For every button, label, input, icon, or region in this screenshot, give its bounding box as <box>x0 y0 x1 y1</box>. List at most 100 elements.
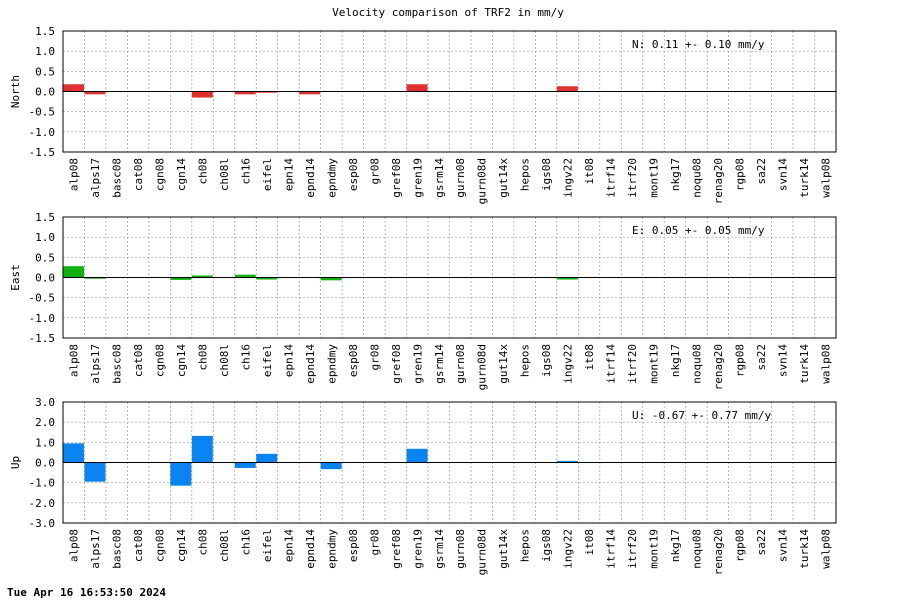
x-tick-label: eifel <box>261 529 274 562</box>
x-tick-label: itrf20 <box>626 529 639 569</box>
x-tick-label: alp08 <box>68 344 81 377</box>
y-tick-label: 1.0 <box>35 231 55 244</box>
x-tick-label: cgn08 <box>154 529 167 562</box>
bar-ch16 <box>234 462 256 468</box>
y-tick-label: 1.0 <box>35 45 55 58</box>
y-tick-label: -2.0 <box>29 497 56 510</box>
x-tick-label: noqu08 <box>690 529 703 569</box>
x-tick-label: gurn08d <box>476 344 489 390</box>
x-tick-label: gsrm14 <box>433 344 446 384</box>
x-tick-label: turk14 <box>798 529 811 569</box>
panel-up: 3.0 2.0 1.0 0.0 -1.0 -2.0 -3.0 U: -0.67 +- 0.77… <box>9 396 837 575</box>
bar-alp08 <box>63 266 84 278</box>
x-tick-label: it08 <box>583 529 596 556</box>
x-tick-label: sa22 <box>755 158 768 185</box>
x-tick-label: cat08 <box>132 344 145 377</box>
x-tick-label: alps17 <box>89 529 102 569</box>
y-tick-label: 0.0 <box>35 86 55 99</box>
x-tick-label: gut14x <box>497 344 510 384</box>
x-tick-label: ingv22 <box>562 529 575 569</box>
x-tick-label: svn14 <box>776 344 789 377</box>
x-tick-label: eifel <box>261 344 274 377</box>
bar-eifel <box>256 91 278 93</box>
bar-ingv22 <box>556 460 578 463</box>
x-tick-label: ch08l <box>218 158 231 191</box>
x-tick-label: hepos <box>519 529 532 562</box>
bar-eifel <box>256 277 278 280</box>
x-tick-label: itrf20 <box>626 344 639 384</box>
bar-cgn14 <box>170 462 192 486</box>
bar-epndmy <box>320 462 342 470</box>
x-tick-label: epnd14 <box>304 529 317 569</box>
x-tick-label: esp08 <box>347 529 360 562</box>
x-tick-label: gurn08 <box>454 158 467 198</box>
x-tick-label: igs08 <box>540 158 553 191</box>
x-tick-label: itrf20 <box>626 158 639 198</box>
x-tick-label: sa22 <box>755 529 768 556</box>
x-tick-label: gut14x <box>497 158 510 198</box>
bar-ingv22 <box>556 86 578 92</box>
x-tick-label: mont19 <box>647 344 660 384</box>
x-tick-label: ch16 <box>240 158 253 185</box>
x-tick-label: cat08 <box>132 529 145 562</box>
y-tick-label: -3.0 <box>29 517 56 530</box>
y-tick-label: -0.5 <box>29 292 56 305</box>
panels: 1.5 1.0 0.5 0.0 -0.5 -1.0 -1.5 N: 0.11 +- 0.10 … <box>9 25 837 575</box>
x-tick-label: basc08 <box>111 344 124 384</box>
bar-alps17 <box>84 277 106 279</box>
x-tick-label: ch08 <box>197 158 210 185</box>
x-tick-label: esp08 <box>347 344 360 377</box>
x-tick-label: nkg17 <box>669 158 682 191</box>
x-tick-label: ch16 <box>240 344 253 371</box>
timestamp: Tue Apr 16 16:53:50 2024 <box>7 586 166 599</box>
y-axis-label: East <box>9 264 22 291</box>
x-tick-label: ch08l <box>218 344 231 377</box>
y-tick-label: 1.5 <box>35 25 55 38</box>
y-tick-label: -1.0 <box>29 477 56 490</box>
x-tick-label: basc08 <box>111 529 124 569</box>
x-tick-label: cgn14 <box>175 344 188 377</box>
x-tick-label: itrf14 <box>605 344 618 384</box>
x-tick-label: cgn08 <box>154 158 167 191</box>
x-tick-label: alps17 <box>89 344 102 384</box>
x-tick-label: gr08 <box>368 158 381 185</box>
x-tick-label: gurn08 <box>454 529 467 569</box>
x-tick-label: cgn08 <box>154 344 167 377</box>
panel-north: 1.5 1.0 0.5 0.0 -0.5 -1.0 -1.5 N: 0.11 +- 0.10 … <box>9 25 837 204</box>
y-tick-label: 0.0 <box>35 457 55 470</box>
y-tick-label: -0.5 <box>29 106 56 119</box>
stats-annotation: E: 0.05 +- 0.05 mm/y <box>632 224 765 237</box>
x-tick-label: noqu08 <box>690 158 703 198</box>
x-tick-label: epndmy <box>325 529 338 569</box>
x-tick-label: svn14 <box>776 158 789 191</box>
x-tick-label: epn14 <box>282 344 295 377</box>
x-tick-label: gurn08d <box>476 529 489 575</box>
x-tick-label: turk14 <box>798 158 811 198</box>
x-tick-label: gren19 <box>411 158 424 198</box>
x-tick-label: renag20 <box>712 158 725 204</box>
bar-ch08 <box>191 435 213 463</box>
bar-ch08 <box>191 91 213 98</box>
x-tick-label: it08 <box>583 344 596 371</box>
y-axis-label: North <box>9 75 22 108</box>
x-tick-label: gurn08 <box>454 344 467 384</box>
x-tick-label: eifel <box>261 158 274 191</box>
stats-annotation: U: -0.67 +- 0.77 mm/y <box>632 409 771 422</box>
y-tick-label: 1.0 <box>35 436 55 449</box>
x-tick-label: gr08 <box>368 529 381 556</box>
x-tick-label: esp08 <box>347 158 360 191</box>
bar-gren19 <box>406 84 428 92</box>
plot-frame <box>62 401 837 524</box>
stats-annotation: N: 0.11 +- 0.10 mm/y <box>632 38 765 51</box>
x-tick-label: mont19 <box>647 529 660 569</box>
x-tick-label: noqu08 <box>690 344 703 384</box>
y-tick-label: -1.5 <box>29 332 56 345</box>
x-tick-label: gren19 <box>411 529 424 569</box>
plot-frame <box>62 216 837 339</box>
x-tick-label: renag20 <box>712 529 725 575</box>
plot-frame <box>62 30 837 153</box>
panel-east: 1.5 1.0 0.5 0.0 -0.5 -1.0 -1.5 E: 0.05 +- 0.05 … <box>9 211 837 390</box>
bar-ingv22 <box>556 277 578 280</box>
x-tick-label: turk14 <box>798 344 811 384</box>
x-tick-label: itrf14 <box>605 158 618 198</box>
